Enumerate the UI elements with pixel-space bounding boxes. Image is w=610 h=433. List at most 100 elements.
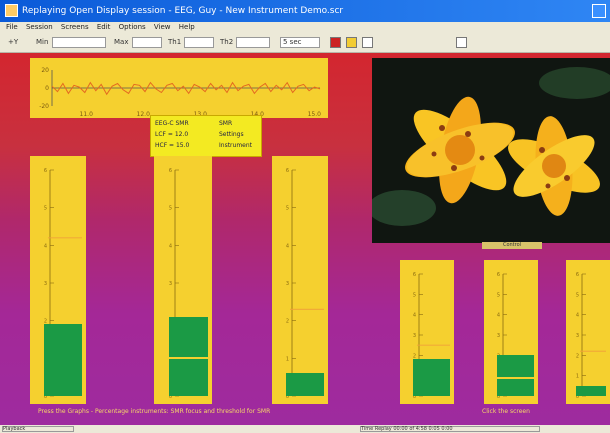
flower-photo — [372, 58, 610, 243]
menu-options[interactable]: Options — [118, 23, 146, 31]
instruction-caption-left: Press the Graphs - Percentage instrument… — [38, 408, 271, 415]
bar-tick-label: 2 — [286, 319, 289, 325]
bar-tick-label: 1 — [576, 374, 579, 380]
x-tick-label: 12.0 — [137, 111, 151, 118]
bar-tick-label: 4 — [286, 243, 289, 249]
x-tick-label: 14.0 — [251, 111, 265, 118]
eeg-line-graph: 20 0 -20 11.0 12.0 13.0 14.0 15.0 — [30, 58, 328, 118]
bar-tick-label: 5 — [576, 292, 579, 298]
bar-scale-6: 6 5 4 3 2 1 0 — [576, 272, 606, 400]
eeg-title: EEG-C SMR — [155, 120, 189, 127]
bar-tick-label: 2 — [413, 353, 416, 359]
bar-fill-5 — [497, 355, 534, 396]
eeg-lcf: LCF = 12.0 — [155, 131, 189, 138]
min-field[interactable] — [52, 37, 106, 48]
th1-label: Th1 — [168, 38, 182, 46]
bar-tick-label: 0 — [44, 394, 47, 400]
bar-tick-label: 6 — [44, 168, 47, 174]
menu-session[interactable]: Session — [25, 23, 53, 31]
bar-tick-label: 5 — [497, 292, 500, 298]
letter-a-icon[interactable] — [456, 37, 467, 48]
bar-tick-label: 1 — [286, 356, 289, 362]
bar-tick-label: 3 — [413, 333, 416, 339]
menu-file[interactable]: File — [6, 23, 18, 31]
bar-fill-gap — [497, 376, 534, 379]
bar-fill-6 — [576, 385, 606, 396]
status-left: Playback — [2, 426, 74, 432]
bar-tick-label: 3 — [44, 281, 47, 287]
menu-view[interactable]: View — [153, 23, 171, 31]
bar-tick-label: 4 — [169, 243, 172, 249]
bar-tick-label: 5 — [413, 292, 416, 298]
bar-tick-label: 5 — [44, 206, 47, 212]
bar-tick-label: 0 — [169, 394, 172, 400]
window-title-bar: Replaying Open Display session - EEG, Gu… — [0, 0, 610, 22]
app-icon — [5, 4, 18, 17]
y-tick-label: -20 — [39, 103, 49, 110]
bar-tick-label: 0 — [413, 394, 416, 400]
bar-fill-1 — [44, 324, 82, 396]
stop-icon[interactable] — [330, 37, 341, 48]
bar-tick-label: 0 — [576, 394, 579, 400]
time-select[interactable]: 5 sec — [280, 37, 320, 48]
x-tick-label: 15.0 — [308, 111, 322, 118]
status-right: Time Replay 00:00 of 4:58 0:05 0:00 — [360, 426, 540, 432]
eeg-hcf: HCF = 15.0 — [155, 142, 190, 149]
menu-help[interactable]: Help — [178, 23, 195, 31]
menu-screens[interactable]: Screens — [60, 23, 89, 31]
bar-tick-label: 6 — [169, 168, 172, 174]
close-icon[interactable] — [592, 4, 606, 18]
bar-tick-label: 6 — [413, 272, 416, 278]
eeg-instrument-link[interactable]: Instrument — [219, 142, 253, 149]
min-label: Min — [36, 38, 49, 46]
bar-tick-label: 3 — [286, 281, 289, 287]
line-graph-svg: 20 0 -20 11.0 12.0 13.0 14.0 15.0 — [39, 67, 322, 118]
th1-field[interactable] — [184, 37, 214, 48]
th2-field[interactable] — [236, 37, 270, 48]
window-title: Replaying Open Display session - EEG, Gu… — [22, 6, 344, 16]
bar-tick-label: 0 — [497, 394, 500, 400]
pause-icon[interactable] — [346, 37, 357, 48]
bar-instrument-3[interactable]: 6 5 4 3 2 1 0 — [272, 156, 328, 404]
toolbar: +Y Min Max Th1 Th2 5 sec — [0, 33, 610, 53]
eeg-settings-panel[interactable]: EEG-C SMR LCF = 12.0 HCF = 15.0 SMR Sett… — [150, 115, 262, 157]
bar-tick-label: 3 — [576, 333, 579, 339]
eeg-signal-line — [51, 81, 321, 96]
bar-tick-label: 5 — [286, 206, 289, 212]
instruction-caption-right: Click the screen — [482, 408, 530, 415]
max-field[interactable] — [132, 37, 162, 48]
y-label: +Y — [8, 38, 19, 46]
menu-bar: File Session Screens Edit Options View H… — [0, 22, 610, 33]
bar-tick-label: 3 — [169, 281, 172, 287]
bar-fill-3 — [286, 373, 324, 396]
bar-tick-label: 6 — [286, 168, 289, 174]
bar-tick-label: 2 — [576, 353, 579, 359]
bar-tick-label: 5 — [169, 206, 172, 212]
bar-tick-label: 6 — [497, 272, 500, 278]
bar-tick-label: 0 — [286, 394, 289, 400]
status-bar: Playback Time Replay 00:00 of 4:58 0:05 … — [0, 425, 610, 433]
bar-fill-4 — [413, 359, 450, 396]
y-tick-label: 0 — [45, 85, 49, 92]
eeg-mode: SMR — [219, 120, 233, 127]
photo-caption: Control — [482, 242, 542, 249]
bar-fill-2 — [169, 316, 208, 396]
eeg-settings-link[interactable]: Settings — [219, 131, 244, 138]
bar-tick-label: 6 — [576, 272, 579, 278]
bar-tick-label: 4 — [44, 243, 47, 249]
lily-image — [372, 58, 610, 243]
bar-tick-label: 4 — [413, 313, 416, 319]
x-tick-label: 11.0 — [80, 111, 94, 118]
bar-tick-label: 3 — [497, 333, 500, 339]
menu-edit[interactable]: Edit — [96, 23, 111, 31]
step-icon[interactable] — [362, 37, 373, 48]
bar-instrument-6[interactable]: 6 5 4 3 2 1 0 — [566, 260, 610, 404]
max-label: Max — [114, 38, 129, 46]
bar-scale-3: 6 5 4 3 2 1 0 — [286, 168, 324, 400]
th2-label: Th2 — [220, 38, 234, 46]
